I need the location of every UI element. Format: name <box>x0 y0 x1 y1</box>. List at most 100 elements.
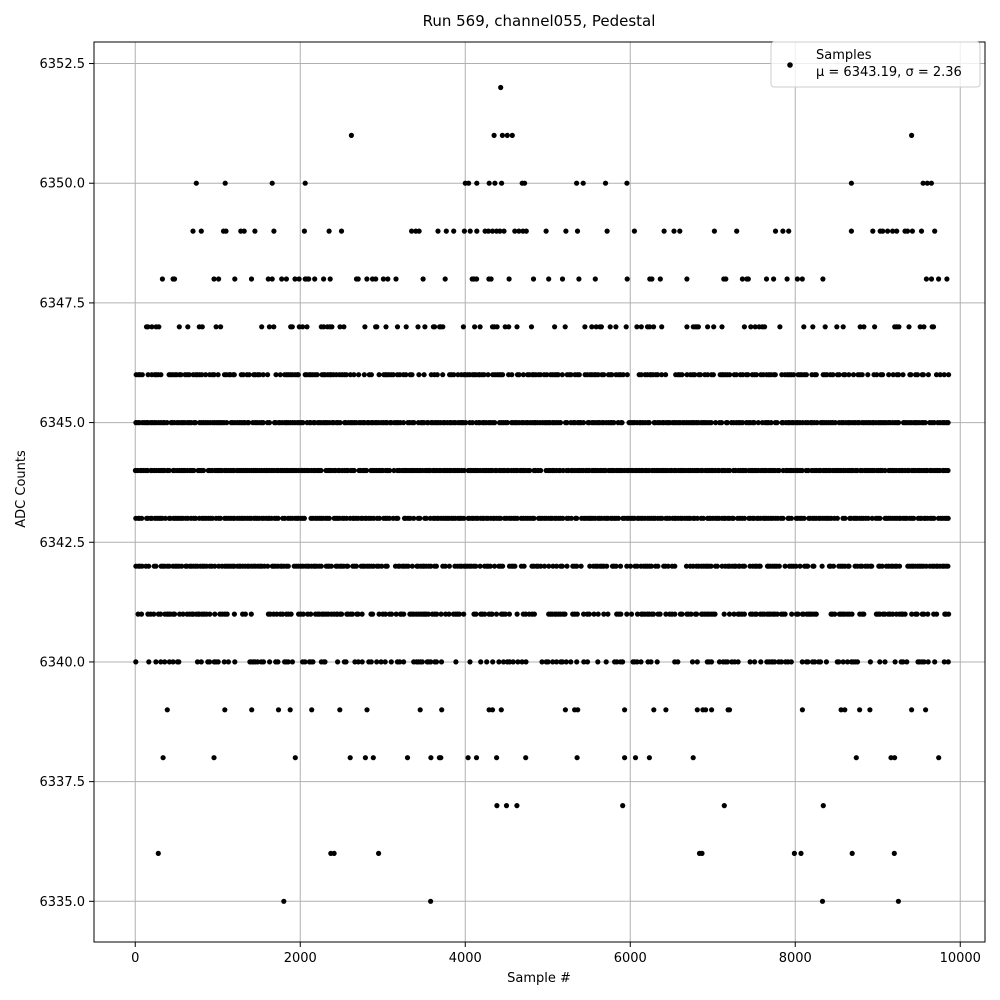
data-point <box>811 563 817 569</box>
data-point <box>909 228 916 234</box>
data-point <box>768 420 774 426</box>
data-point <box>164 707 170 713</box>
data-point <box>777 324 783 330</box>
data-point <box>711 228 718 234</box>
data-point <box>419 659 425 665</box>
data-point <box>574 180 580 186</box>
data-point <box>376 850 382 857</box>
data-point <box>523 755 529 761</box>
data-point <box>877 515 883 521</box>
data-point <box>355 276 361 282</box>
data-point <box>861 324 867 330</box>
data-points <box>132 84 952 904</box>
x-tick-label: 4000 <box>449 951 482 966</box>
data-point <box>819 898 826 904</box>
data-point <box>757 563 763 569</box>
data-point <box>638 659 644 665</box>
data-point <box>539 659 545 665</box>
data-point <box>403 372 409 378</box>
data-point <box>613 324 619 330</box>
data-point <box>923 707 929 713</box>
data-point <box>361 372 367 378</box>
data-point <box>198 659 204 665</box>
data-point <box>836 659 842 665</box>
data-point <box>688 611 694 617</box>
data-point <box>460 324 466 330</box>
data-point <box>904 659 910 665</box>
data-point <box>752 659 758 665</box>
data-point <box>564 563 570 569</box>
data-point <box>421 372 427 378</box>
data-point <box>904 228 911 234</box>
data-point <box>301 228 307 234</box>
data-point <box>627 563 634 569</box>
data-point <box>225 659 231 665</box>
data-point <box>373 276 379 282</box>
data-point <box>362 324 368 330</box>
data-point <box>784 276 790 282</box>
data-point <box>587 563 593 569</box>
data-point <box>440 324 446 330</box>
data-point <box>489 611 495 617</box>
legend-stats: μ = 6343.19, σ = 2.36 <box>816 65 962 80</box>
data-point <box>844 659 851 665</box>
data-point <box>713 420 719 426</box>
data-point <box>199 324 205 330</box>
chart-title: Run 569, channel055, Pedestal <box>423 12 656 30</box>
x-tick-label: 8000 <box>779 951 812 966</box>
data-point <box>384 563 390 569</box>
data-point <box>892 659 898 665</box>
data-point <box>721 803 727 809</box>
data-point <box>896 563 903 569</box>
legend: Samples μ = 6343.19, σ = 2.36 <box>770 41 981 88</box>
x-axis-label: Sample # <box>507 971 571 986</box>
data-point <box>840 659 846 665</box>
data-point <box>159 276 165 282</box>
data-point <box>285 659 291 665</box>
data-point <box>925 611 931 617</box>
data-point <box>275 707 282 713</box>
data-point <box>359 659 365 665</box>
data-point <box>279 276 285 282</box>
data-point <box>631 228 638 234</box>
data-point <box>655 563 661 569</box>
data-point <box>689 659 696 665</box>
data-point <box>739 276 746 282</box>
data-point <box>498 84 504 91</box>
data-point <box>650 611 657 617</box>
data-point <box>231 611 237 617</box>
data-point <box>795 611 801 617</box>
data-point <box>741 324 748 330</box>
data-point <box>840 324 846 330</box>
data-point <box>944 276 950 282</box>
data-point <box>491 563 498 569</box>
data-point <box>477 324 483 330</box>
data-point <box>945 467 951 474</box>
data-point <box>921 611 927 617</box>
data-point <box>339 611 345 617</box>
data-point <box>931 420 937 426</box>
data-point <box>638 372 644 378</box>
data-point <box>575 707 581 713</box>
data-point <box>300 420 306 426</box>
data-point <box>156 324 162 330</box>
data-point <box>506 276 512 282</box>
data-point <box>500 563 506 569</box>
data-point <box>850 372 857 378</box>
data-point <box>509 372 515 378</box>
data-point <box>514 515 520 521</box>
data-point <box>403 324 409 330</box>
data-point <box>945 659 951 665</box>
data-point <box>269 180 275 186</box>
data-point <box>574 659 580 665</box>
data-point <box>246 372 252 378</box>
data-point <box>846 372 852 378</box>
data-point <box>632 755 639 761</box>
data-point <box>697 372 704 378</box>
data-point <box>719 420 725 426</box>
data-point <box>592 276 598 282</box>
data-point <box>422 324 428 330</box>
data-point <box>595 611 601 617</box>
data-point <box>249 707 255 713</box>
data-point <box>466 180 472 186</box>
